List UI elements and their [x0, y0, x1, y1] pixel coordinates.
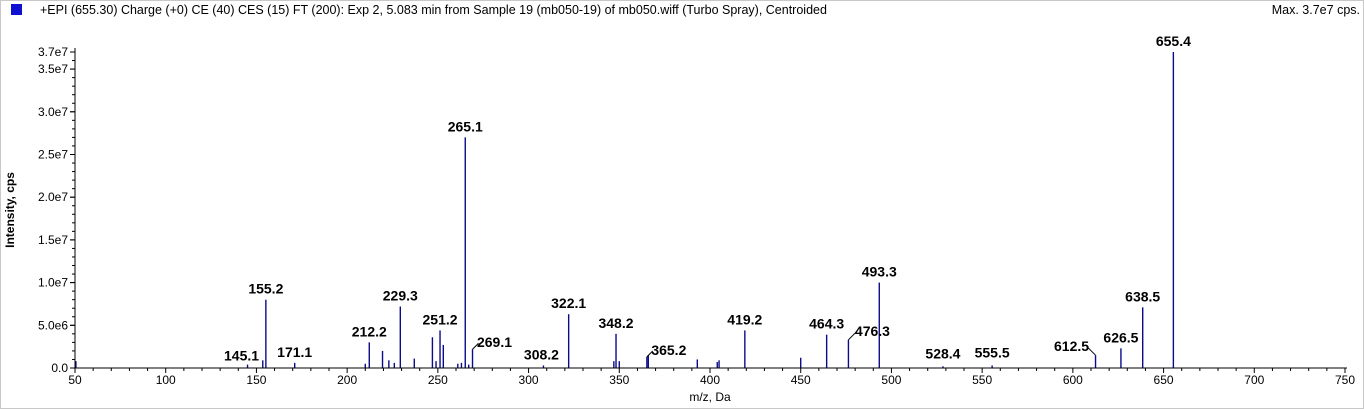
peak-label: 626.5 [1103, 329, 1138, 345]
x-tick-label: 650 [1154, 373, 1174, 387]
y-tick-label: 5.0e6 [38, 318, 68, 332]
x-tick-label: 450 [791, 373, 811, 387]
peak-label: 322.1 [551, 295, 586, 311]
y-tick-label: 0.0 [51, 361, 68, 375]
peak-label: 464.3 [809, 316, 844, 332]
x-axis-label: m/z, Da [689, 390, 731, 404]
peak-label: 365.2 [651, 342, 686, 358]
peak-label: 638.5 [1125, 288, 1160, 304]
x-tick-label: 300 [519, 373, 539, 387]
peak-label: 419.2 [727, 311, 762, 327]
peak-label: 212.2 [352, 323, 387, 339]
peak-label-leader [646, 350, 654, 358]
peak-labels: 145.1 155.2 171.1 212.2 229.3 251.2 265.1 269.1… [224, 33, 1191, 364]
peak-label: 555.5 [975, 344, 1010, 360]
spectrum-title: +EPI (655.30) Charge (+0) CE (40) CES (1… [40, 3, 827, 17]
peak-label: 155.2 [248, 281, 283, 297]
x-axis-ticks: 50 100 150 200 250 300 350 400 450 500 550 600 650 70… [68, 368, 1355, 387]
peak-label: 251.2 [423, 311, 458, 327]
y-tick-label: 1.0e7 [38, 276, 68, 290]
peak-label: 308.2 [524, 346, 559, 362]
peak-label: 528.4 [925, 345, 960, 361]
x-tick-label: 250 [428, 373, 448, 387]
x-tick-label: 200 [337, 373, 357, 387]
peak-label: 265.1 [448, 118, 483, 134]
peak-label: 145.1 [224, 348, 259, 364]
y-tick-label: 3.5e7 [38, 62, 68, 76]
peak-label-leader [472, 342, 479, 350]
x-tick-label: 150 [246, 373, 266, 387]
y-axis-ticks: 0.0 5.0e6 1.0e7 1.5e7 2.0e7 2.5e7 3.0e7 3.5e7 3.… [38, 45, 75, 375]
peak-label: 348.2 [598, 315, 633, 331]
y-tick-label: 3.7e7 [38, 45, 68, 59]
y-tick-label: 2.5e7 [38, 147, 68, 161]
peak-label: 171.1 [277, 344, 312, 360]
x-tick-label: 750 [1335, 373, 1355, 387]
max-intensity-label: Max. 3.7e7 cps. [1271, 3, 1360, 17]
peak-label: 269.1 [477, 334, 512, 350]
x-tick-label: 600 [1063, 373, 1083, 387]
peak-label-leader [848, 331, 857, 341]
x-tick-label: 500 [881, 373, 901, 387]
y-tick-label: 3.0e7 [38, 105, 68, 119]
peak-label: 655.4 [1156, 33, 1191, 49]
x-tick-label: 400 [700, 373, 720, 387]
peak-label-leader [1087, 346, 1096, 356]
x-tick-label: 700 [1244, 373, 1264, 387]
peak-label: 229.3 [383, 288, 418, 304]
y-tick-label: 2.0e7 [38, 190, 68, 204]
x-tick-label: 50 [68, 373, 82, 387]
x-tick-label: 100 [156, 373, 176, 387]
peak-label: 476.3 [855, 323, 890, 339]
peak-label: 612.5 [1054, 338, 1089, 354]
series-color-marker [11, 4, 22, 15]
x-tick-label: 350 [609, 373, 629, 387]
y-tick-label: 1.5e7 [38, 233, 68, 247]
peak-lines [75, 52, 1175, 368]
y-axis-label: Intensity, cps [3, 172, 17, 248]
peak-label: 493.3 [862, 264, 897, 280]
x-tick-label: 550 [972, 373, 992, 387]
